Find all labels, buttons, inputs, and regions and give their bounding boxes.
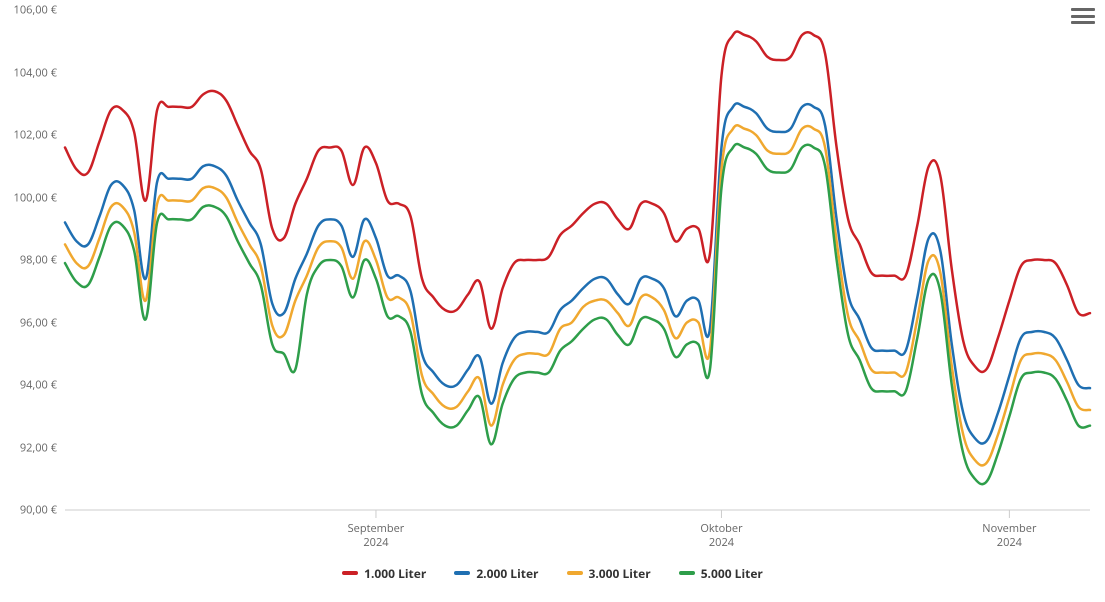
x-tick-label: Oktober2024	[700, 522, 742, 551]
legend-swatch	[679, 571, 695, 575]
y-tick-label: 102,00 €	[2, 128, 57, 143]
y-tick-label: 98,00 €	[2, 253, 57, 268]
legend-label: 3.000 Liter	[589, 565, 651, 582]
price-chart: 90,00 € 92,00 € 94,00 € 96,00 € 98,00 € 100,0…	[0, 0, 1105, 602]
y-tick-label: 92,00 €	[2, 440, 57, 455]
y-tick-label: 94,00 €	[2, 378, 57, 393]
legend-label: 5.000 Liter	[701, 565, 763, 582]
legend-item-0[interactable]: 1.000 Liter	[342, 565, 426, 582]
legend-swatch	[567, 571, 583, 575]
chart-legend: 1.000 Liter 2.000 Liter 3.000 Liter 5.000 L…	[0, 562, 1105, 582]
legend-label: 2.000 Liter	[476, 565, 538, 582]
legend-item-3[interactable]: 5.000 Liter	[679, 565, 763, 582]
y-tick-label: 90,00 €	[2, 503, 57, 518]
y-tick-label: 96,00 €	[2, 315, 57, 330]
y-tick-label: 106,00 €	[2, 3, 57, 18]
legend-swatch	[454, 571, 470, 575]
y-tick-label: 104,00 €	[2, 65, 57, 80]
x-tick-label: September2024	[348, 522, 405, 551]
plot-svg	[65, 10, 1090, 510]
x-tick-label: November2024	[982, 522, 1036, 551]
legend-label: 1.000 Liter	[364, 565, 426, 582]
legend-swatch	[342, 571, 358, 575]
legend-item-1[interactable]: 2.000 Liter	[454, 565, 538, 582]
legend-item-2[interactable]: 3.000 Liter	[567, 565, 651, 582]
series-line-1[interactable]	[65, 103, 1090, 443]
series-line-0[interactable]	[65, 31, 1090, 371]
y-tick-label: 100,00 €	[2, 190, 57, 205]
